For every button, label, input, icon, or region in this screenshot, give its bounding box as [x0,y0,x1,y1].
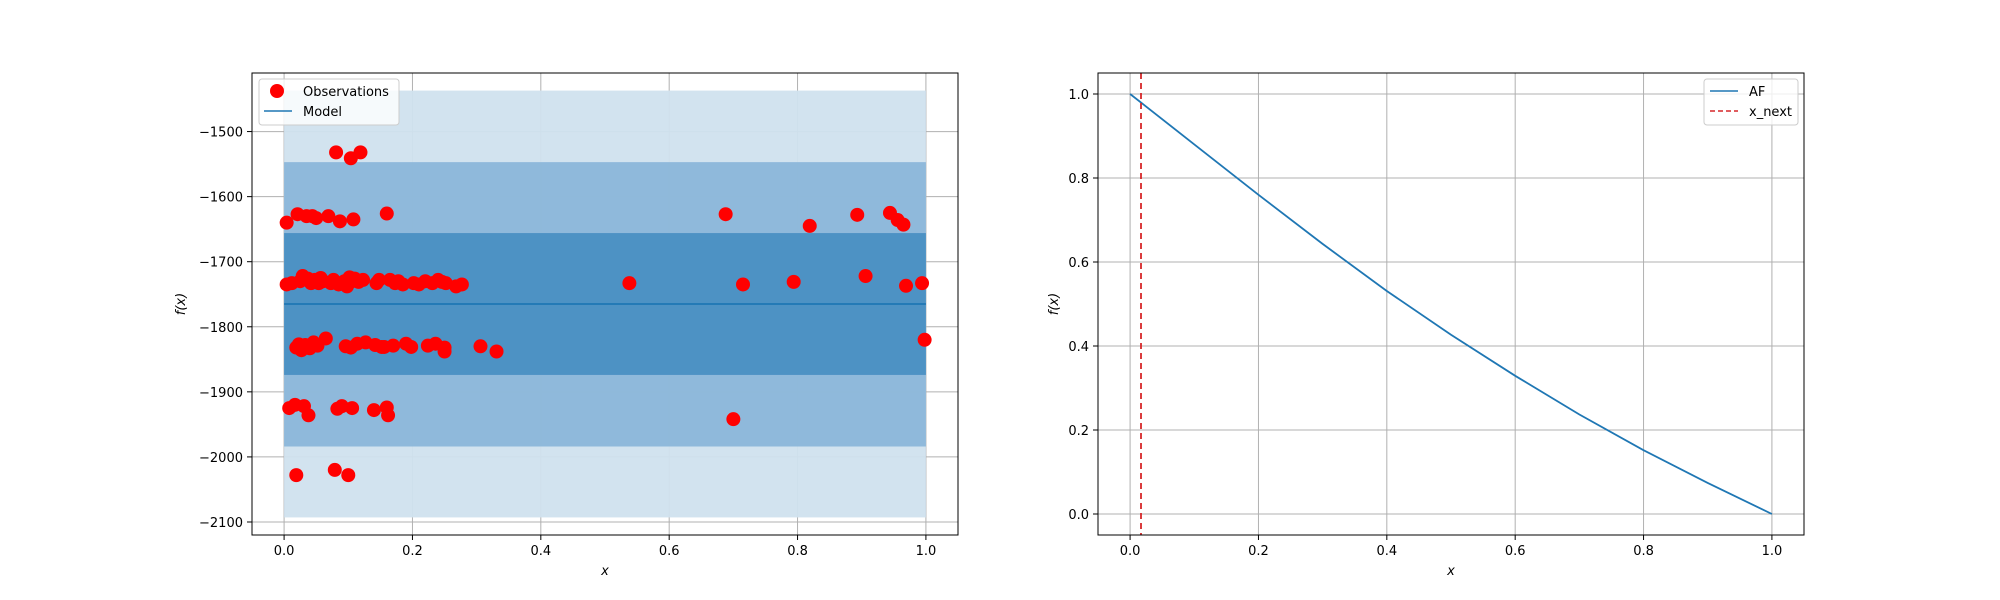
observation-point [386,338,401,353]
x-tick-label: 0.6 [1505,544,1526,559]
observation-point [366,403,381,418]
observation-point [404,339,419,354]
observation-point [346,212,361,227]
af-legend-label: AF [1749,85,1765,100]
observation-point [381,408,396,423]
y-tick-label: −1500 [199,126,243,141]
model-legend-label: Model [303,105,342,120]
observation-point [489,344,504,359]
observation-point [786,274,801,289]
x-tick-label: 0.2 [402,544,423,559]
observation-point [318,331,333,346]
observation-point [301,408,316,423]
x-tick-label: 0.0 [1120,544,1141,559]
x-tick-label: 0.4 [530,544,551,559]
x-tick-label: 0.4 [1376,544,1397,559]
x-tick-label: 0.2 [1248,544,1269,559]
observation-point [379,206,394,221]
left-x-axis-label: x [600,564,609,579]
observation-point [802,218,817,233]
observation-point [622,276,637,291]
observation-point [329,145,344,160]
observation-point [345,401,360,416]
x-tick-label: 0.8 [1633,544,1654,559]
right-y-ticks: 0.0 0.2 0.4 0.6 0.8 1.0 [1068,88,1098,523]
observation-point [341,468,356,483]
y-tick-label: 1.0 [1068,88,1089,103]
observations-legend-label: Observations [303,85,389,100]
y-tick-label: 0.6 [1068,256,1089,271]
y-tick-label: −1600 [199,191,243,206]
observation-point [356,272,371,287]
observation-points [279,145,932,483]
observation-point [279,215,294,230]
right-legend: AF x_next [1703,78,1799,126]
y-tick-label: −1800 [199,321,243,336]
x-tick-label: 0.8 [787,544,808,559]
y-tick-label: −1700 [199,256,243,271]
observation-point [332,214,347,229]
observation-point [473,339,488,354]
y-tick-label: −2000 [199,451,243,466]
y-tick-label: −2100 [199,516,243,531]
right-chart: 0.0 0.2 0.4 0.6 0.8 1.0 0.00.20.40.60.81.0 x … [1047,72,1805,579]
observation-point [454,277,469,292]
left-x-ticks: 0.0 0.2 0.4 0.6 0.8 1.0 [274,535,937,559]
y-tick-label: 0.4 [1068,340,1089,355]
right-x-ticks: 0.0 0.2 0.4 0.6 0.8 1.0 [1120,535,1783,559]
right-y-axis-label: f(x) [1047,293,1062,315]
observation-point [899,278,914,293]
y-tick-label: 0.2 [1068,424,1089,439]
observation-point [309,211,324,226]
y-tick-label: −1900 [199,386,243,401]
left-chart: 0.0 0.2 0.4 0.6 0.8 1.0 −2100−2000−1900−1800−… [174,72,959,579]
left-y-axis-label: f(x) [174,293,189,315]
observation-point [735,277,750,292]
y-tick-label: 0.0 [1068,508,1089,523]
left-chart-frame [251,72,959,536]
observation-point [726,412,741,427]
observation-point [850,207,865,222]
x-tick-label: 0.0 [274,544,295,559]
right-x-axis-label: x [1446,564,1455,579]
left-legend-box [258,78,400,126]
observation-point [896,217,911,232]
observation-point [395,277,410,292]
observation-point [858,269,873,284]
observation-point [327,462,342,477]
left-legend: Observations Model [258,78,400,126]
observation-point [289,468,304,483]
observation-point [372,272,387,287]
right-chart-grid [1098,73,1804,535]
observation-point [915,276,930,291]
x-tick-label: 0.6 [659,544,680,559]
af-series [1129,93,1773,515]
observation-point [353,145,368,160]
observation-point [437,344,452,359]
y-tick-label: 0.8 [1068,172,1089,187]
af-line-path [1129,93,1773,515]
left-y-ticks: −2100 −2000 −1900 −1800 −1700 −1600 −1500 [199,126,252,531]
x-tick-label: 1.0 [916,544,937,559]
observation-point [718,207,733,222]
right-chart-frame [1097,72,1805,536]
x-next-legend-label: x_next [1749,105,1792,120]
x-tick-label: 1.0 [1762,544,1783,559]
observation-point [917,332,932,347]
observations-legend-marker [270,84,284,98]
observation-point [321,209,336,224]
